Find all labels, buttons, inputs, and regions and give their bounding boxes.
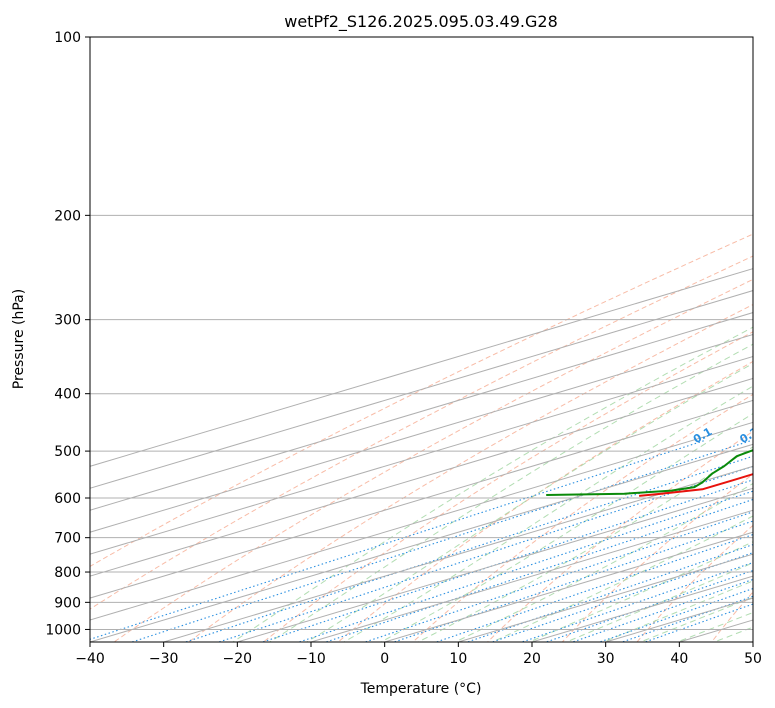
dry-adiabat-line bbox=[337, 360, 753, 642]
y-tick-label: 700 bbox=[54, 531, 81, 547]
x-tick-label: 50 bbox=[744, 651, 762, 667]
moist-adiabat-line bbox=[602, 580, 753, 642]
x-tick-label: 0 bbox=[380, 651, 389, 667]
isotherm-gridline bbox=[679, 619, 753, 642]
mixing-ratio-line bbox=[643, 603, 753, 642]
moist-adiabat-line bbox=[416, 446, 753, 642]
moist-adiabat-line bbox=[305, 362, 753, 642]
y-tick-label: 300 bbox=[54, 313, 81, 329]
isotherm-gridline bbox=[90, 443, 753, 642]
mixing-ratio-line bbox=[90, 440, 705, 640]
moist-adiabat-line bbox=[639, 596, 753, 642]
moist-adiabat-line bbox=[379, 412, 753, 642]
mixing-ratio-line bbox=[434, 533, 753, 642]
mixing-ratio-label: 0.1 bbox=[691, 425, 714, 446]
mixing-ratio-line bbox=[324, 498, 753, 642]
sounding-series bbox=[546, 449, 753, 497]
isotherm-gridline bbox=[90, 421, 753, 621]
dry-adiabat-line bbox=[90, 255, 753, 610]
isotherm-gridline bbox=[163, 465, 753, 642]
y-tick-label: 900 bbox=[54, 595, 81, 611]
isotherm-gridline bbox=[752, 641, 753, 642]
isotherm-gridlines bbox=[90, 268, 753, 642]
x-tick-label: −20 bbox=[223, 651, 253, 667]
moist-adiabat-line bbox=[268, 343, 753, 642]
x-tick-label: −10 bbox=[296, 651, 326, 667]
mixing-ratio-line bbox=[490, 552, 753, 642]
isotherm-gridline bbox=[90, 399, 753, 599]
mixing-ratio-line bbox=[363, 511, 753, 642]
isotherm-gridline bbox=[90, 377, 753, 577]
dry-adiabat-line bbox=[262, 331, 753, 642]
y-tick-label: 500 bbox=[54, 444, 81, 460]
y-tick-label: 800 bbox=[54, 565, 81, 581]
dry-adiabat-line bbox=[187, 303, 753, 642]
y-tick-label: 400 bbox=[54, 387, 81, 403]
mixing-ratio-line bbox=[465, 544, 753, 642]
y-tick-label: 100 bbox=[54, 30, 81, 46]
x-axis-ticks: −40 −30 −20 −10 0 10 20 30 40 50 bbox=[75, 642, 762, 667]
moist-adiabat-line bbox=[712, 626, 753, 642]
isotherm-gridline bbox=[90, 312, 753, 511]
dry-adiabat-line bbox=[113, 278, 753, 642]
mixing-ratio-label: 0.2 bbox=[738, 425, 761, 446]
x-tick-label: 20 bbox=[523, 651, 541, 667]
mixing-ratio-line bbox=[184, 455, 753, 642]
plot-frame bbox=[89, 36, 754, 643]
mixing-ratio-line bbox=[571, 578, 753, 642]
dry-adiabat-line bbox=[90, 233, 753, 568]
dry-adiabat-line bbox=[486, 430, 753, 642]
y-tick-label: 1000 bbox=[45, 622, 81, 638]
dry-adiabat-line bbox=[711, 591, 753, 642]
isotherm-gridline bbox=[310, 509, 753, 642]
mixing-ratio-line bbox=[598, 587, 753, 642]
mixing-ratio-line bbox=[297, 490, 753, 642]
moist-adiabat-line bbox=[676, 611, 753, 642]
y-tick-label: 200 bbox=[54, 208, 81, 224]
isobar-gridlines bbox=[90, 37, 753, 630]
x-tick-label: 30 bbox=[597, 651, 615, 667]
moist-adiabats bbox=[231, 326, 753, 642]
x-tick-label: 10 bbox=[449, 651, 467, 667]
plot-area: -100-90-80-70-60-50-40-30-20-10010203040… bbox=[90, 37, 761, 642]
isotherm-gridline bbox=[90, 290, 753, 489]
y-axis-ticks: 100 200 300 400 500 600 700 800 900 1000 bbox=[45, 30, 90, 638]
x-tick-label: −40 bbox=[75, 651, 105, 667]
isotherm-gridline bbox=[90, 333, 753, 533]
y-axis-label: Pressure (hPa) bbox=[11, 289, 27, 389]
isotherm-gridline bbox=[90, 355, 753, 555]
isotherm-gridline bbox=[237, 487, 753, 642]
mixing-ratio-line bbox=[130, 440, 752, 642]
moist-adiabat-line bbox=[231, 326, 753, 642]
x-tick-label: 40 bbox=[670, 651, 688, 667]
isotherm-gridline bbox=[90, 268, 753, 467]
chart-title: wetPf2_S126.2025.095.03.49.G28 bbox=[284, 12, 558, 32]
x-axis-label: Temperature (°C) bbox=[360, 681, 482, 697]
y-tick-label: 600 bbox=[54, 491, 81, 507]
x-tick-label: −30 bbox=[149, 651, 179, 667]
isotherm-gridline bbox=[384, 531, 753, 642]
moist-adiabat-line bbox=[342, 385, 753, 642]
dewpoint-line bbox=[546, 449, 753, 496]
